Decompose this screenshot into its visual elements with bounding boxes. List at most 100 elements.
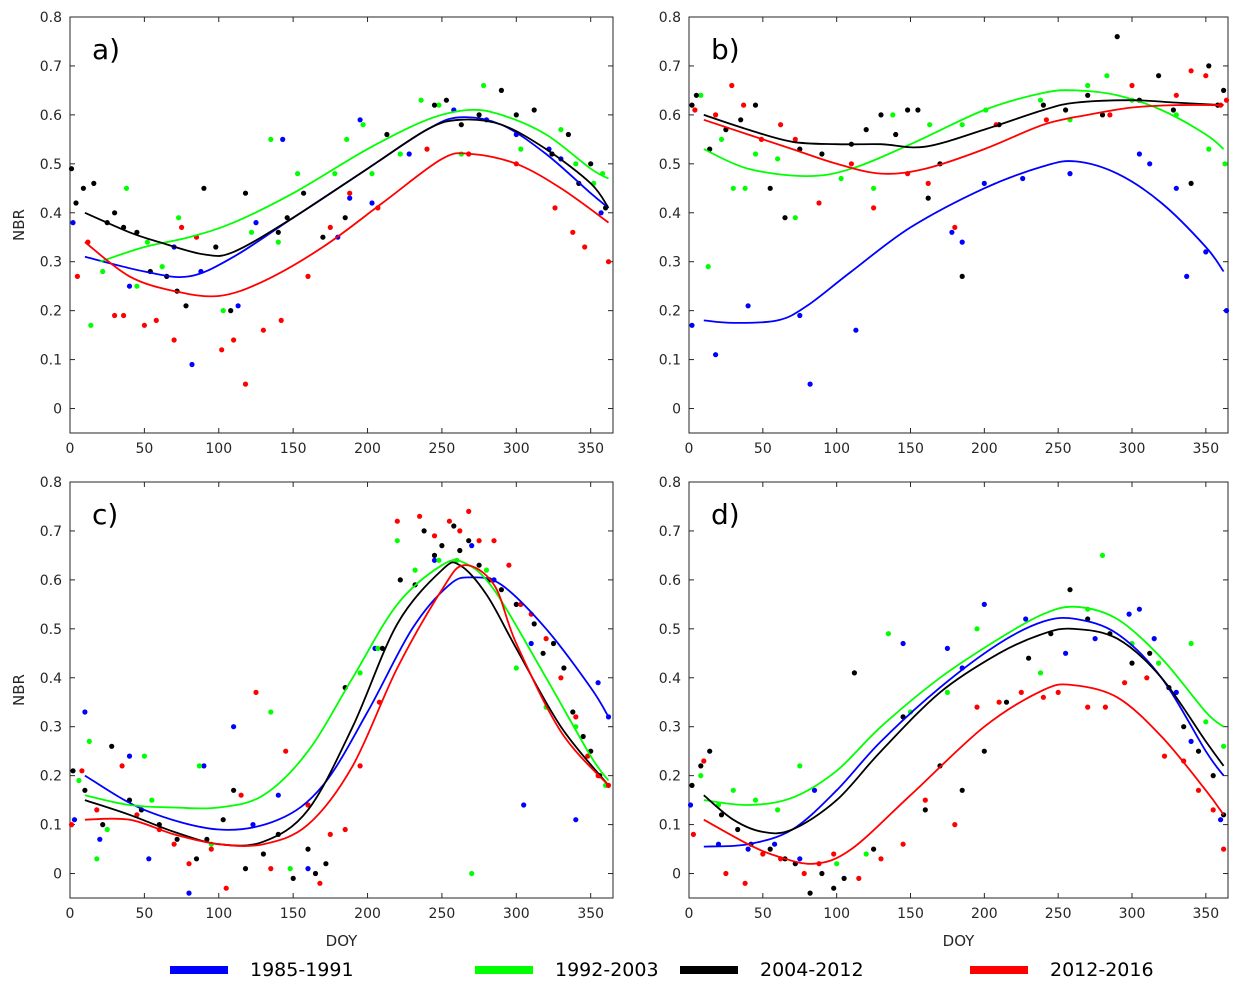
data-point (119, 763, 125, 769)
data-point (1136, 151, 1142, 157)
data-point (1223, 97, 1230, 103)
data-point (159, 264, 165, 270)
data-point (469, 870, 475, 877)
y-tick-label: 0.7 (659, 524, 681, 540)
data-point (878, 112, 884, 118)
data-point (689, 322, 695, 328)
data-point (1085, 82, 1091, 89)
data-point (878, 856, 884, 862)
y-tick-label: 0.2 (40, 769, 62, 785)
y-tick-label: 0.8 (659, 10, 681, 26)
data-point (738, 117, 744, 123)
data-point (848, 161, 855, 167)
data-point (242, 381, 249, 387)
y-tick-label: 0.3 (40, 720, 62, 736)
data-point (1206, 146, 1212, 152)
data-point (1147, 650, 1153, 656)
data-point (369, 200, 375, 206)
data-point (1188, 68, 1194, 74)
data-point (797, 763, 803, 769)
data-point (451, 523, 457, 529)
data-point (1063, 650, 1069, 656)
data-point (342, 826, 348, 833)
y-tick-label: 0 (53, 867, 62, 883)
data-point (171, 841, 177, 847)
data-point (713, 112, 719, 118)
data-point (80, 185, 86, 191)
x-tick-label: 200 (354, 906, 381, 922)
data-point (922, 797, 928, 803)
data-point (369, 171, 375, 177)
data-point (253, 220, 259, 226)
fit-curve-1992-2003 (84, 558, 610, 810)
data-point (760, 851, 766, 857)
data-point (1092, 636, 1098, 642)
data-point (134, 229, 140, 235)
data-point (952, 224, 958, 230)
y-tick-label: 0.6 (659, 108, 681, 124)
legend-item-2004-2012: 2004-2012 (680, 955, 864, 985)
legend-swatch-blue (170, 966, 228, 974)
data-point (275, 792, 281, 798)
data-point (792, 136, 798, 142)
data-point (379, 645, 385, 652)
data-point (397, 151, 403, 157)
data-point (1122, 680, 1128, 686)
data-point (1147, 161, 1153, 167)
data-point (949, 229, 955, 235)
data-point (1067, 587, 1073, 593)
data-point (457, 547, 463, 554)
y-tick-label: 0.5 (40, 157, 62, 173)
plot-area (688, 16, 1229, 434)
series-2004-2012 (689, 587, 1227, 896)
data-point (242, 190, 249, 196)
data-point (1203, 719, 1209, 725)
data-point (436, 102, 442, 108)
data-point (816, 200, 822, 206)
panel-label: a) (92, 33, 120, 66)
data-point (193, 856, 200, 862)
data-point (360, 122, 366, 128)
data-point (126, 283, 133, 289)
data-point (1173, 689, 1179, 696)
data-point (558, 675, 564, 681)
data-point (305, 846, 311, 852)
x-axis-label: DOY (326, 932, 359, 950)
data-point (698, 92, 704, 98)
data-point (186, 890, 192, 896)
data-point (1221, 846, 1227, 852)
y-tick-label: 0.7 (40, 524, 62, 540)
data-point (418, 97, 424, 103)
x-tick-label: 250 (429, 441, 456, 457)
data-point (1099, 552, 1106, 559)
data-point (476, 112, 482, 118)
x-tick-label: 100 (823, 441, 850, 457)
data-point (231, 724, 237, 730)
data-point (204, 836, 210, 842)
data-point (82, 787, 88, 793)
x-tick-label: 200 (971, 906, 998, 922)
data-point (959, 273, 965, 279)
data-point (268, 136, 274, 142)
fit-curve-1992-2003 (703, 89, 1225, 178)
y-tick-label: 0.3 (659, 720, 681, 736)
data-point (235, 303, 241, 309)
data-point (476, 538, 482, 544)
data-point (284, 215, 290, 221)
y-tick-label: 0.8 (40, 475, 62, 491)
data-point (540, 650, 546, 656)
legend-label: 1985-1991 (250, 959, 354, 981)
x-axis-label: DOY (943, 932, 976, 950)
data-point (1040, 102, 1046, 108)
data-point (394, 538, 400, 544)
data-point (213, 244, 219, 250)
data-point (1195, 787, 1202, 793)
x-tick-label: 250 (429, 906, 456, 922)
data-point (981, 601, 987, 608)
y-tick-label: 0.4 (659, 671, 681, 687)
fit-curve-2004-2012 (703, 627, 1225, 835)
fit-curve-2004-2012 (84, 561, 610, 847)
data-point (431, 557, 438, 563)
data-point (531, 621, 537, 627)
